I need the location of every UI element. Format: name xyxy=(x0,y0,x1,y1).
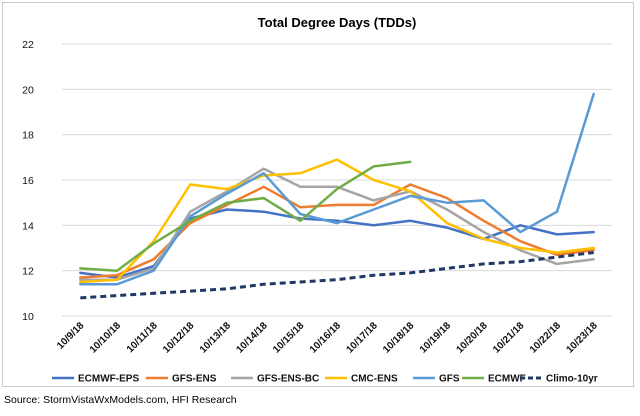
x-tick-label: 10/18/18 xyxy=(381,320,417,356)
x-tick-label: 10/20/18 xyxy=(454,320,490,356)
legend-label: Climo-10yr xyxy=(546,374,598,385)
source-note: Source: StormVistaWxModels.com, HFI Rese… xyxy=(4,394,237,406)
x-tick-label: 10/12/18 xyxy=(161,320,197,356)
series-line-ecmwf xyxy=(79,160,412,272)
series-line-gfs xyxy=(79,92,595,286)
y-tick-label: 20 xyxy=(22,84,34,96)
legend-label: GFS xyxy=(439,374,460,385)
x-tick-label: 10/13/18 xyxy=(198,320,234,356)
x-tick-label: 10/21/18 xyxy=(491,320,527,356)
x-tick-label: 10/22/18 xyxy=(528,320,564,356)
x-tick-label: 10/14/18 xyxy=(234,320,270,356)
y-tick-label: 22 xyxy=(22,39,34,51)
y-tick-label: 12 xyxy=(22,266,34,278)
chart: Total Degree Days (TDDs) 10 12 14 16 18 20 22 10… xyxy=(22,15,612,385)
x-tick-label: 10/23/18 xyxy=(564,320,600,356)
series-line-cmc-ens xyxy=(79,158,595,284)
legend-label: CMC-ENS xyxy=(351,374,398,385)
y-tick-label: 14 xyxy=(22,220,34,232)
y-tick-label: 10 xyxy=(22,311,34,323)
legend-label: ECMWF xyxy=(488,374,526,385)
legend-label: GFS-ENS xyxy=(172,374,217,385)
y-tick-label: 16 xyxy=(22,175,34,187)
chart-frame xyxy=(2,2,634,387)
legend-label: GFS-ENS-BC xyxy=(257,374,319,385)
x-tick-label: 10/9/18 xyxy=(55,320,87,352)
x-tick-label: 10/17/18 xyxy=(344,320,380,356)
x-tick-label: 10/16/18 xyxy=(308,320,344,356)
y-tick-label: 18 xyxy=(22,130,34,142)
x-tick-label: 10/19/18 xyxy=(418,320,454,356)
legend-label: ECMWF-EPS xyxy=(78,374,139,385)
x-tick-label: 10/10/18 xyxy=(88,320,124,356)
series-line-climo-10yr xyxy=(80,251,594,300)
x-tick-label: 10/15/18 xyxy=(271,320,307,356)
chart-title: Total Degree Days (TDDs) xyxy=(258,15,417,30)
x-tick-label: 10/11/18 xyxy=(125,320,160,355)
